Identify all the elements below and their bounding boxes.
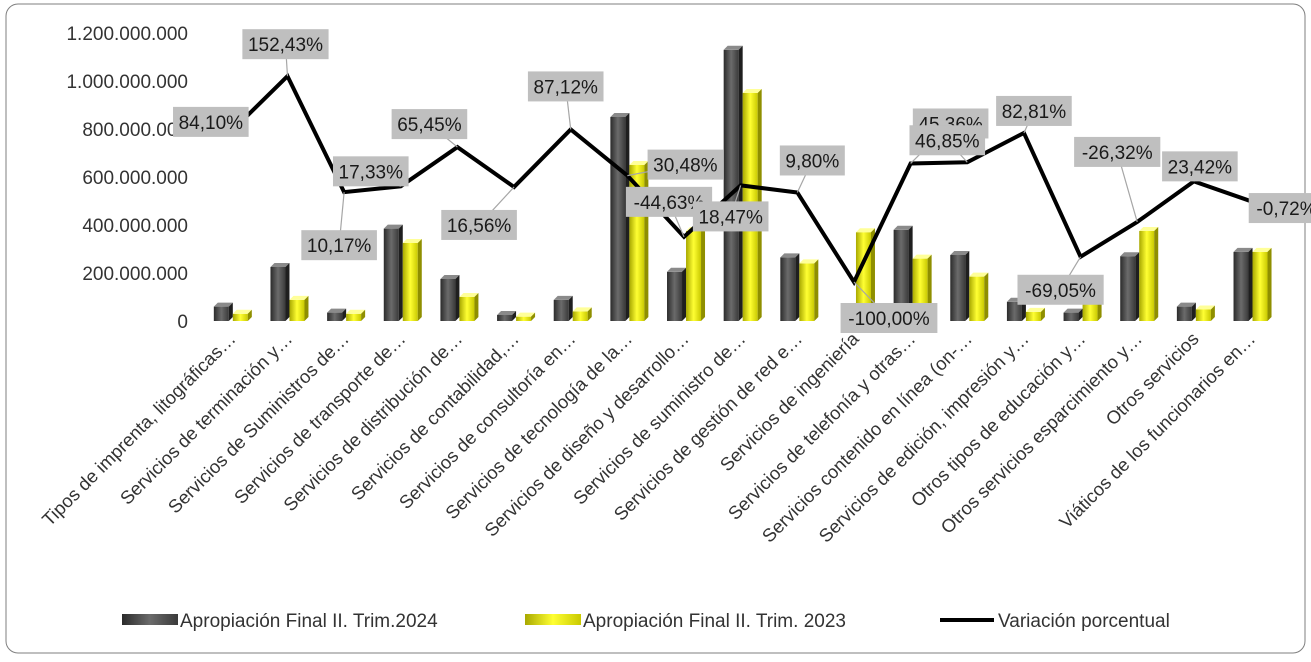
bar-2023 bbox=[232, 309, 252, 321]
bar-2023 bbox=[629, 161, 649, 321]
legend-label: Variación porcentual bbox=[998, 611, 1170, 632]
variation-data-label: -69,05% bbox=[1017, 256, 1104, 305]
bar-2023 bbox=[1195, 305, 1215, 321]
bar-2024 bbox=[950, 251, 970, 321]
bar-2023 bbox=[686, 227, 706, 321]
svg-text:9,80%: 9,80% bbox=[785, 151, 839, 172]
variation-data-label: 82,81% bbox=[996, 95, 1072, 134]
svg-text:-69,05%: -69,05% bbox=[1025, 281, 1096, 302]
bar-2023 bbox=[459, 293, 479, 321]
bar-2024 bbox=[327, 308, 347, 321]
variation-data-label: 18,47% bbox=[692, 185, 769, 232]
svg-text:87,12%: 87,12% bbox=[533, 77, 598, 98]
bar-2023 bbox=[1139, 227, 1159, 321]
svg-text:30,48%: 30,48% bbox=[653, 156, 718, 177]
variation-data-label: 65,45% bbox=[391, 109, 468, 148]
variation-data-label: 87,12% bbox=[527, 71, 604, 130]
bar-2023 bbox=[799, 259, 819, 321]
bar-2023 bbox=[289, 295, 309, 321]
variation-data-label: -100,00% bbox=[840, 281, 938, 333]
svg-text:82,81%: 82,81% bbox=[1002, 102, 1067, 123]
y-tick-label: 1.200.000.000 bbox=[66, 24, 188, 45]
bar-2024 bbox=[440, 275, 460, 321]
variation-data-label: 23,42% bbox=[1162, 151, 1238, 182]
svg-text:-44,63%: -44,63% bbox=[634, 193, 705, 214]
svg-text:-26,32%: -26,32% bbox=[1082, 143, 1153, 164]
bar-2024 bbox=[1120, 252, 1140, 321]
variation-data-label: 152,43% bbox=[242, 29, 329, 77]
variation-data-label: 16,56% bbox=[441, 186, 517, 240]
variation-data-label: 84,10% bbox=[173, 106, 249, 137]
bar-2024 bbox=[610, 113, 630, 321]
bar-2024 bbox=[780, 253, 800, 321]
svg-text:46,85%: 46,85% bbox=[915, 131, 980, 152]
bar-2024 bbox=[383, 224, 403, 321]
bar-2023 bbox=[1025, 307, 1045, 321]
y-tick-label: 1.000.000.000 bbox=[66, 72, 188, 93]
bar-2024 bbox=[270, 263, 290, 321]
legend-swatch bbox=[122, 614, 178, 625]
legend-item: Apropiación Final II. Trim. 2023 bbox=[525, 611, 846, 632]
svg-text:23,42%: 23,42% bbox=[1168, 157, 1233, 178]
chart-frame bbox=[5, 3, 1306, 654]
svg-text:17,33%: 17,33% bbox=[339, 162, 404, 183]
variation-data-label: 9,80% bbox=[779, 145, 845, 193]
y-tick-label: 0 bbox=[177, 312, 188, 333]
bar-2024 bbox=[1176, 302, 1196, 321]
bar-2024 bbox=[723, 45, 743, 322]
legend-swatch bbox=[525, 614, 581, 625]
bar-2024 bbox=[893, 225, 913, 321]
svg-text:10,17%: 10,17% bbox=[307, 236, 372, 257]
bar-2023 bbox=[1252, 247, 1272, 321]
bar-2024 bbox=[213, 302, 233, 321]
svg-text:65,45%: 65,45% bbox=[397, 115, 462, 136]
svg-text:-100,00%: -100,00% bbox=[848, 309, 929, 330]
svg-text:-0,72%: -0,72% bbox=[1256, 199, 1311, 220]
variation-data-label: 10,17% bbox=[301, 192, 377, 261]
bar-2024 bbox=[497, 311, 517, 321]
bar-2023 bbox=[969, 272, 989, 321]
legend-label: Apropiación Final II. Trim. 2023 bbox=[583, 611, 846, 632]
svg-text:152,43%: 152,43% bbox=[248, 35, 323, 56]
bar-2023 bbox=[516, 312, 536, 321]
svg-text:18,47%: 18,47% bbox=[698, 207, 763, 228]
bar-2024 bbox=[667, 267, 687, 321]
y-tick-label: 200.000.000 bbox=[82, 264, 188, 285]
svg-text:16,56%: 16,56% bbox=[447, 216, 512, 237]
bar-2024 bbox=[1063, 308, 1083, 321]
variation-data-label: -26,32% bbox=[1074, 136, 1161, 223]
bar-2023 bbox=[402, 239, 422, 321]
y-tick-label: 600.000.000 bbox=[82, 168, 188, 189]
variation-data-label: 30,48% bbox=[627, 149, 724, 180]
bar-2024 bbox=[553, 295, 573, 321]
bar-2023 bbox=[572, 307, 592, 321]
variation-data-label: -0,72% bbox=[1248, 193, 1311, 224]
svg-text:84,10%: 84,10% bbox=[179, 113, 244, 134]
legend-item: Variación porcentual bbox=[940, 611, 1170, 632]
y-tick-label: 800.000.000 bbox=[82, 120, 188, 141]
variation-data-label: 17,33% bbox=[332, 156, 409, 187]
bar-2023 bbox=[346, 309, 366, 321]
variation-data-label: 46,85% bbox=[909, 125, 986, 163]
bar-2024 bbox=[1233, 247, 1253, 321]
legend-item: Apropiación Final II. Trim.2024 bbox=[122, 611, 438, 632]
legend-label: Apropiación Final II. Trim.2024 bbox=[180, 611, 438, 632]
y-tick-label: 400.000.000 bbox=[82, 216, 188, 237]
